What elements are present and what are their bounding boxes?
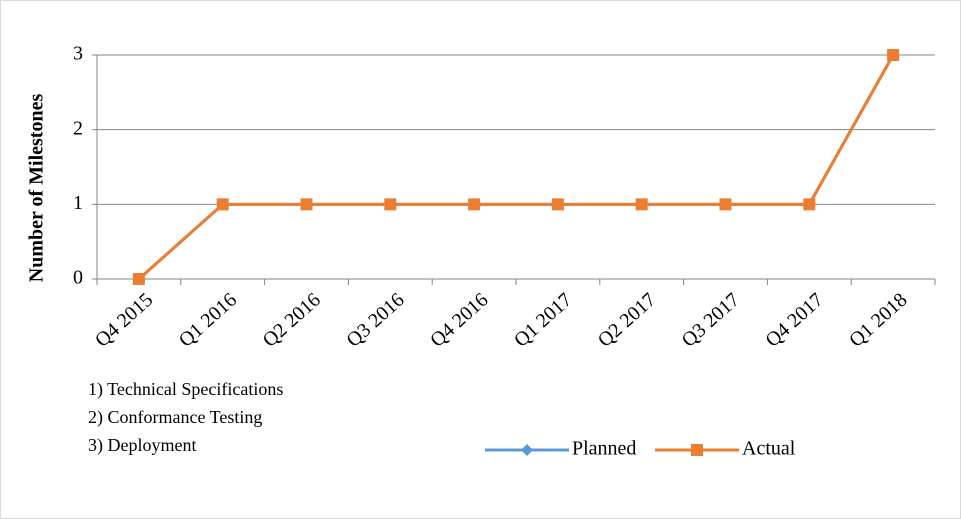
point [384, 198, 397, 211]
annotation: 1) Technical Specifications [88, 379, 283, 400]
legend-marker [521, 444, 533, 456]
y-tick-label: 1 [73, 192, 83, 214]
y-tick-label: 2 [73, 117, 83, 139]
point [216, 198, 229, 211]
point [468, 198, 481, 211]
point [551, 198, 564, 211]
legend-label: Planned [572, 438, 636, 460]
legend-marker [691, 444, 703, 456]
point [719, 198, 732, 211]
point [887, 49, 900, 61]
y-axis-label: Number of Milestones [26, 94, 48, 283]
series-line [137, 54, 895, 281]
point [132, 273, 145, 285]
point [300, 198, 313, 211]
y-tick-label: 3 [73, 43, 83, 65]
annotation: 2) Conformance Testing [88, 407, 262, 428]
legend-label: Actual [742, 438, 796, 460]
point [635, 198, 648, 211]
y-tick-label: 0 [73, 267, 83, 289]
annotation: 3) Deployment [88, 435, 196, 456]
point [803, 198, 816, 211]
